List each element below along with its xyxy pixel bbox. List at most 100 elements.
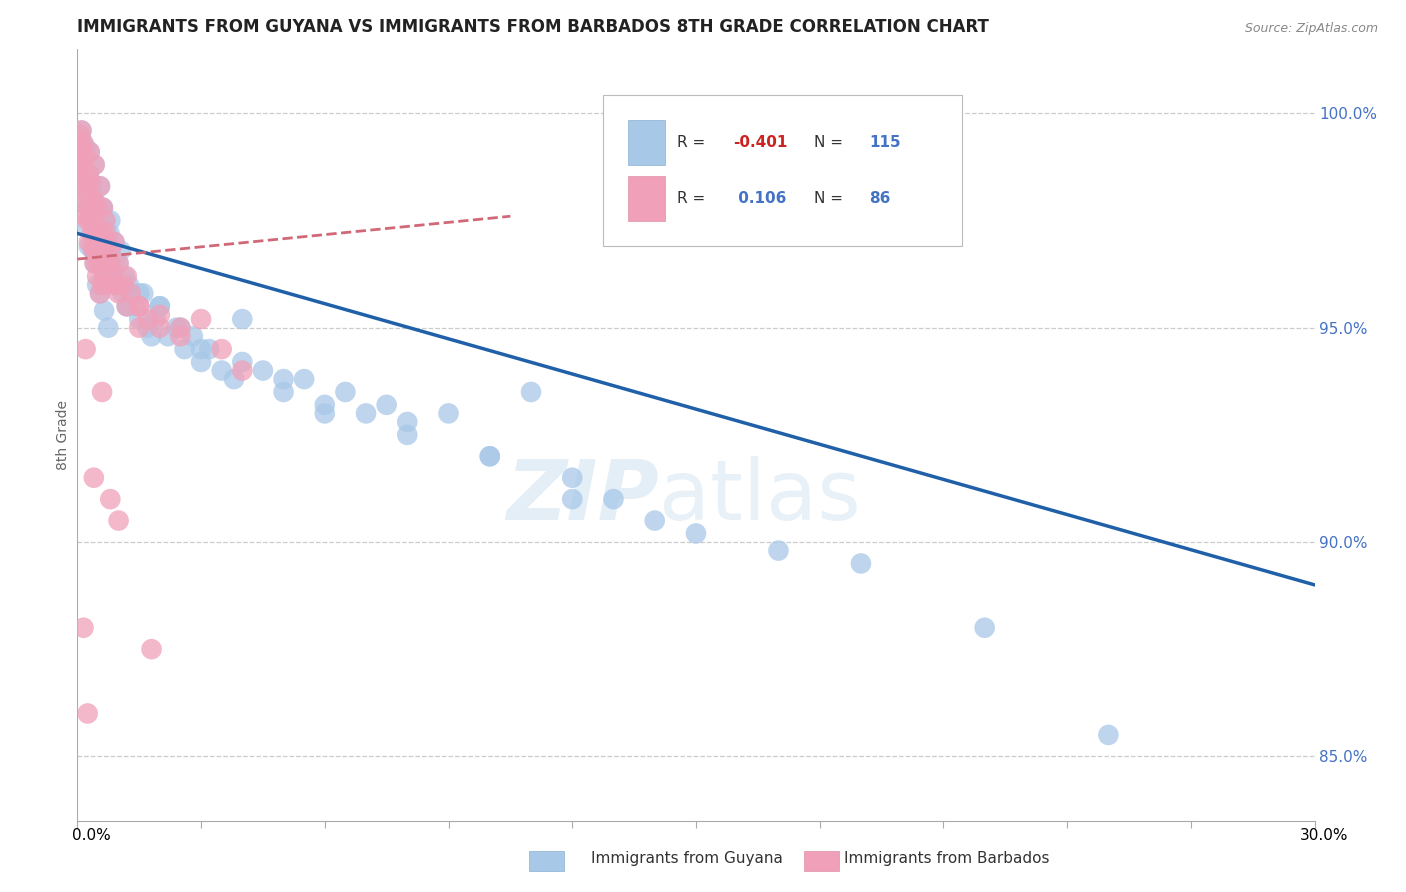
Point: [87, 256, 110, 270]
Point: [77, 239, 100, 253]
FancyBboxPatch shape: [804, 851, 839, 871]
Point: [91, 201, 114, 215]
Text: 86: 86: [869, 191, 890, 206]
Point: [107, 256, 129, 270]
Text: Source: ZipAtlas.com: Source: ZipAtlas.com: [1244, 22, 1378, 36]
Point: [75, 149, 97, 163]
Point: [128, 286, 150, 301]
Point: [107, 514, 129, 528]
Point: [79, 201, 101, 215]
FancyBboxPatch shape: [529, 851, 564, 871]
Point: [93, 303, 115, 318]
Point: [136, 320, 159, 334]
Point: [72, 166, 94, 180]
Point: [124, 299, 146, 313]
Point: [110, 244, 132, 258]
Point: [83, 222, 105, 236]
Point: [94, 213, 117, 227]
Point: [82, 192, 104, 206]
Point: [149, 308, 172, 322]
Text: -0.401: -0.401: [733, 135, 787, 150]
Text: 115: 115: [869, 135, 901, 150]
Point: [96, 269, 118, 284]
Point: [83, 471, 105, 485]
Point: [82, 244, 104, 258]
Point: [437, 406, 460, 420]
Point: [114, 269, 136, 284]
Point: [111, 277, 134, 292]
Point: [98, 244, 121, 258]
Text: N =: N =: [814, 191, 848, 206]
Point: [79, 201, 101, 215]
Point: [149, 320, 172, 334]
Point: [72, 170, 94, 185]
Point: [98, 256, 121, 270]
Point: [69, 136, 91, 151]
Point: [103, 235, 125, 249]
Point: [80, 227, 103, 241]
Point: [314, 398, 336, 412]
Point: [79, 145, 101, 159]
Point: [80, 184, 103, 198]
Point: [97, 256, 120, 270]
Point: [94, 213, 117, 227]
Text: R =: R =: [678, 191, 710, 206]
Point: [273, 372, 295, 386]
Point: [89, 179, 111, 194]
Point: [91, 384, 114, 399]
Point: [69, 153, 91, 168]
Point: [107, 277, 129, 292]
Point: [72, 141, 94, 155]
Point: [314, 406, 336, 420]
Point: [211, 363, 233, 377]
Point: [105, 277, 128, 292]
Point: [87, 235, 110, 249]
Point: [173, 342, 195, 356]
Point: [96, 227, 118, 241]
Point: [141, 642, 163, 657]
Point: [97, 256, 120, 270]
Point: [169, 320, 191, 334]
Point: [1097, 728, 1119, 742]
Point: [87, 244, 110, 258]
Point: [96, 244, 118, 258]
Point: [83, 227, 105, 241]
Point: [273, 384, 295, 399]
Text: Immigrants from Barbados: Immigrants from Barbados: [844, 852, 1049, 866]
Point: [91, 277, 114, 292]
Point: [211, 342, 233, 356]
Point: [478, 450, 501, 464]
Point: [77, 166, 100, 180]
Point: [93, 269, 115, 284]
Point: [115, 299, 138, 313]
Point: [561, 471, 583, 485]
Point: [128, 299, 150, 313]
Point: [70, 123, 93, 137]
Point: [136, 312, 159, 326]
Point: [83, 256, 105, 270]
Point: [80, 209, 103, 223]
Point: [145, 312, 167, 326]
Point: [79, 145, 101, 159]
Point: [82, 192, 104, 206]
Point: [107, 256, 129, 270]
Point: [77, 166, 100, 180]
Point: [84, 196, 107, 211]
Point: [231, 363, 253, 377]
Point: [67, 128, 90, 142]
Point: [118, 277, 141, 292]
Point: [97, 256, 120, 270]
Point: [86, 277, 108, 292]
Point: [231, 355, 253, 369]
Point: [685, 526, 707, 541]
Point: [84, 196, 107, 211]
Text: N =: N =: [814, 135, 848, 150]
Point: [75, 149, 97, 163]
Point: [76, 201, 98, 215]
Point: [69, 141, 91, 155]
Text: atlas: atlas: [659, 456, 860, 537]
Point: [190, 355, 212, 369]
Point: [70, 123, 93, 137]
Point: [75, 218, 97, 232]
Point: [75, 141, 97, 155]
